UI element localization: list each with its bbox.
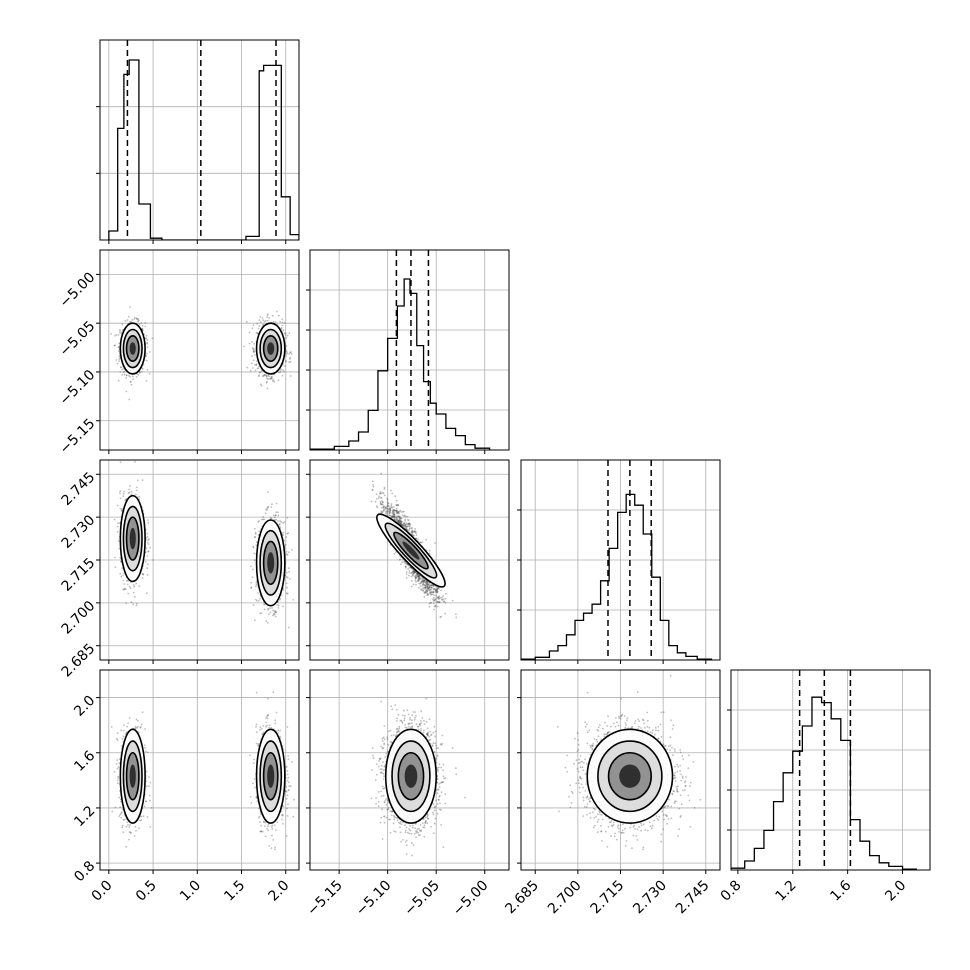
histogram-3: [731, 696, 917, 870]
frame-1-0: [99, 249, 300, 451]
xtick-label-0-3: 1.5: [221, 878, 248, 905]
contour-2-0-3: [129, 527, 136, 550]
contour-2-0-3: [267, 552, 275, 574]
contour-3-2-3: [619, 764, 641, 788]
xtick-label-2-2: 2.715: [588, 878, 628, 918]
frame-3-1: [309, 669, 510, 871]
xtick-label-3-2: 1.6: [827, 877, 854, 904]
histogram-0: [108, 59, 299, 240]
xtick-label-0-4: 2.0: [266, 878, 293, 905]
frame-0-0: [99, 39, 300, 241]
xtick-label-0-0: 0.0: [89, 878, 116, 905]
xtick-label-3-0: 0.8: [718, 878, 745, 905]
frame-3-2: [520, 669, 721, 871]
histogram-2: [521, 493, 713, 660]
xtick-label-2-3: 2.730: [630, 878, 670, 918]
xtick-label-0-1: 0.5: [133, 878, 160, 905]
xtick-label-0-2: 1.0: [177, 878, 204, 905]
ytick-label-3-2: 1.6: [71, 748, 98, 775]
ytick-label-1-0: −5.15: [57, 416, 99, 458]
panel-1-0: −5.15 −5.10 −5.05 −5.00: [57, 249, 300, 458]
contour-3-0-3: [267, 764, 275, 788]
ytick-label-3-3: 2.0: [71, 693, 98, 720]
panel-3-1: −5.15 −5.10 −5.05 −5.00: [304, 669, 510, 920]
panel-1-1: [306, 249, 510, 454]
frame-2-0: [99, 459, 300, 661]
xtick-label-2-1: 2.700: [545, 878, 585, 918]
ytick-label-2-2: 2.715: [59, 555, 99, 595]
ytick-label-3-1: 1.2: [71, 803, 98, 830]
ytick-label-3-0: 0.8: [71, 858, 98, 885]
panel-2-1: [306, 459, 510, 664]
contour-1-0-3: [267, 342, 275, 355]
panel-3-2: 2.685 2.700 2.715 2.730 2.745: [502, 669, 721, 918]
contour-2-1-3: [402, 541, 420, 560]
xtick-label-3-3: 2.0: [882, 878, 909, 905]
panel-2-2: [517, 459, 721, 664]
xtick-label-1-1: −5.10: [353, 878, 395, 920]
ytick-label-1-3: −5.00: [57, 269, 99, 311]
panel-0-0: [96, 39, 300, 244]
xtick-label-1-3: −5.00: [450, 878, 492, 920]
ytick-label-2-0: 2.685: [59, 641, 99, 681]
xtick-label-1-0: −5.15: [304, 878, 346, 920]
frame-3-3: [730, 669, 931, 871]
ytick-label-2-4: 2.745: [59, 469, 99, 509]
frame-2-1: [309, 459, 510, 661]
contour-3-0-3: [129, 764, 136, 788]
xtick-label-2-0: 2.685: [502, 878, 542, 918]
ytick-label-1-2: −5.05: [57, 318, 99, 360]
contour-1-0-3: [129, 342, 136, 355]
contour-3-1-3: [404, 764, 418, 788]
histogram-1: [310, 278, 491, 450]
frame-1-1: [309, 249, 510, 451]
xtick-label-1-2: −5.05: [401, 878, 443, 920]
panel-3-3: 0.8 1.2 1.6 2.0: [718, 669, 931, 905]
frame-2-2: [520, 459, 721, 661]
frame-3-0: [99, 669, 300, 871]
xtick-label-3-1: 1.2: [773, 878, 800, 905]
xtick-label-2-4: 2.745: [673, 878, 713, 918]
ytick-label-1-1: −5.10: [57, 367, 99, 409]
ytick-label-2-3: 2.730: [59, 512, 99, 552]
panel-3-0: 0.8 1.2 1.6 2.0 0.0 0.5 1.0 1.5 2.0: [71, 669, 300, 905]
ytick-label-2-1: 2.700: [59, 598, 99, 638]
